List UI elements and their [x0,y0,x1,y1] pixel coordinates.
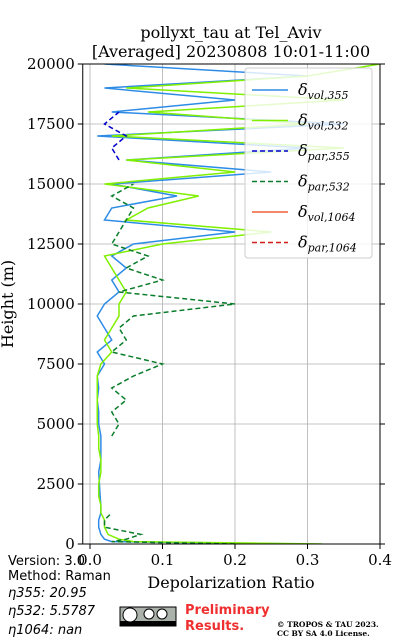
x-tick-label: 0.4 [368,551,392,569]
y-tick-label: 10000 [27,295,75,313]
x-tick-label: 0.3 [296,551,320,569]
legend: δvol,355 δvol,532 δpar,355 δpar,532 δvol,106… [244,67,373,259]
y-tick-label: 20000 [27,55,75,73]
info-eta: η355: 20.95 [8,586,87,601]
chart-title: pollyxt_tau at Tel_Aviv [140,23,321,42]
legend-label: δpar,355 [298,141,350,163]
notice: Results. [185,619,244,634]
y-tick-label: 0 [65,535,75,553]
y-tick-label: 7500 [37,355,75,373]
legend-label: δvol,355 [298,80,349,102]
info-eta: η532: 5.5787 [8,604,96,619]
series-line [103,111,128,161]
info-version: Version: 3.0 [8,554,85,569]
y-tick-label: 17500 [27,115,75,133]
y-tick-label: 2500 [37,475,75,493]
legend-box [244,67,373,259]
copyright: CC BY SA 4.0 License. [277,629,370,638]
legend-label: δvol,532 [298,111,349,133]
info: Version: 3.0 Method: Raman η355: 20.95 η… [8,554,111,638]
x-tick-label: 0.2 [223,551,247,569]
y-tick-label: 15000 [27,175,75,193]
y-axis-label: Height (m) [0,260,17,348]
plot-frame [82,63,381,545]
info-eta: η1064: nan [8,623,82,638]
x-axis-label: Depolarization Ratio [147,573,314,592]
y-tick-label: 12500 [27,235,75,253]
legend-label: δvol,1064 [298,202,356,224]
legend-label: δpar,532 [298,172,350,194]
chart-subtitle: [Averaged] 20230808 10:01-11:00 [92,42,370,61]
info-method: Method: Raman [8,569,111,584]
legend-label: δpar,1064 [298,233,357,255]
y-tick-label: 5000 [37,415,75,433]
copyright: © TROPOS & TAU 2023. [277,620,379,629]
notice: Preliminary [185,603,270,618]
cc-badge [119,606,177,627]
x-tick-label: 0.0 [78,551,102,569]
x-tick-label: 0.1 [151,551,175,569]
